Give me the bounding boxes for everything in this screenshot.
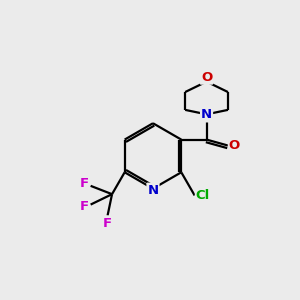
Text: N: N: [147, 184, 158, 196]
Text: Cl: Cl: [196, 189, 210, 202]
Text: N: N: [201, 108, 212, 122]
Text: F: F: [80, 177, 88, 190]
Text: O: O: [201, 71, 212, 84]
Text: F: F: [80, 200, 88, 213]
Text: F: F: [103, 217, 112, 230]
Text: O: O: [229, 139, 240, 152]
